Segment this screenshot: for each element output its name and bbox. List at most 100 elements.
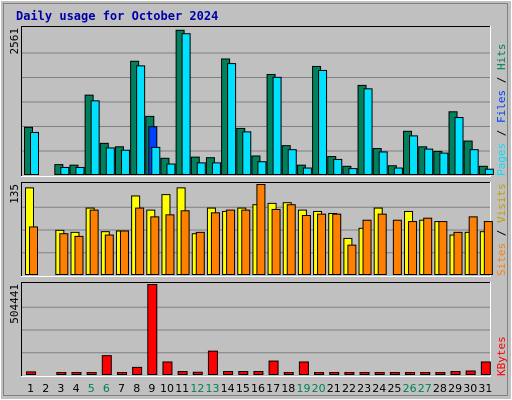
bar-pages-day-6 <box>105 147 115 175</box>
bar-pages-day-14 <box>227 63 237 175</box>
bar-kbytes-day-1 <box>26 371 36 376</box>
x-tick-day-17: 17 <box>266 382 280 395</box>
bar-pages-day-19 <box>302 167 312 175</box>
bar-sites-day-7 <box>119 230 129 275</box>
x-tick-day-20: 20 <box>312 382 326 395</box>
x-tick-day-30: 30 <box>463 382 477 395</box>
x-tick-day-9: 9 <box>148 382 155 395</box>
x-tick-day-5: 5 <box>88 382 95 395</box>
bar-pages-day-18 <box>287 149 297 175</box>
bar-sites-day-25 <box>392 219 402 275</box>
legend-text: Pages / Files / Hits <box>495 44 508 177</box>
bar-pages-day-28 <box>439 152 449 175</box>
bar-pages-day-30 <box>469 149 479 175</box>
bar-pages-day-5 <box>90 100 100 175</box>
bar-pages-day-24 <box>378 151 388 175</box>
bar-sites-day-10 <box>165 214 175 275</box>
bar-pages-day-16 <box>257 161 267 176</box>
bar-sites-day-4 <box>74 235 84 275</box>
x-tick-day-1: 1 <box>27 382 34 395</box>
bar-kbytes-day-25 <box>389 372 400 375</box>
bar-kbytes-day-5 <box>86 372 97 375</box>
legend-kbytes: KBytes <box>495 336 508 376</box>
legend-pages-files-hits: Pages / Files / Hits <box>495 44 508 177</box>
bar-pages-day-31 <box>484 168 494 176</box>
bar-kbytes-day-3 <box>56 372 67 375</box>
legend-kbytes: KBytes <box>495 336 508 376</box>
bar-sites-day-12 <box>195 231 205 275</box>
x-tick-day-25: 25 <box>387 382 401 395</box>
bar-pages-day-17 <box>272 76 282 175</box>
x-tick-day-31: 31 <box>478 382 492 395</box>
bar-pages-day-21 <box>333 158 343 175</box>
bars-visits-sites <box>25 184 493 276</box>
x-tick-day-7: 7 <box>118 382 125 395</box>
bar-sites-day-22 <box>347 244 357 276</box>
x-tick-day-27: 27 <box>418 382 432 395</box>
x-tick-day-16: 16 <box>251 382 265 395</box>
bar-kbytes-day-13 <box>207 350 218 375</box>
legend-text: KBytes <box>495 336 508 376</box>
bar-kbytes-day-22 <box>344 372 355 375</box>
x-tick-day-22: 22 <box>342 382 356 395</box>
bar-kbytes-day-21 <box>329 372 340 375</box>
bar-kbytes-day-31 <box>480 361 491 376</box>
legend-sep: / <box>495 70 508 90</box>
bar-kbytes-day-26 <box>405 372 416 375</box>
bar-sites-day-21 <box>332 213 342 275</box>
bar-pages-day-29 <box>454 117 464 175</box>
bar-kbytes-day-28 <box>435 372 446 375</box>
legend-sep: / <box>495 223 508 243</box>
bar-kbytes-day-23 <box>359 372 370 375</box>
bar-pages-day-25 <box>393 167 403 175</box>
bar-sites-day-30 <box>468 216 478 276</box>
bar-pages-day-20 <box>318 69 328 175</box>
bar-kbytes-day-8 <box>132 366 143 376</box>
x-tick-day-21: 21 <box>327 382 341 395</box>
x-tick-day-4: 4 <box>73 382 80 395</box>
x-tick-day-28: 28 <box>433 382 447 395</box>
bar-pages-day-7 <box>120 149 130 176</box>
bar-kbytes-day-9 <box>147 284 158 375</box>
bar-pages-day-1 <box>30 131 39 175</box>
bar-sites-day-11 <box>180 210 190 276</box>
legend-pages: Pages <box>495 143 508 176</box>
x-tick-day-15: 15 <box>236 382 250 395</box>
y-max-label: 504441 <box>8 284 21 324</box>
bar-pages-day-22 <box>348 168 358 175</box>
bar-kbytes-day-11 <box>177 371 188 375</box>
bar-sites-day-24 <box>377 213 387 275</box>
x-tick-day-10: 10 <box>160 382 174 395</box>
bar-kbytes-day-29 <box>450 371 461 375</box>
x-tick-day-24: 24 <box>372 382 386 395</box>
panel-visits-sites: 135 <box>8 182 493 277</box>
bar-sites-day-20 <box>317 213 327 275</box>
legend-text: Sites / Visits <box>495 183 508 276</box>
x-tick-day-2: 2 <box>42 382 49 395</box>
bar-kbytes-day-12 <box>192 371 203 375</box>
x-tick-day-14: 14 <box>221 382 235 395</box>
x-tick-day-8: 8 <box>133 382 140 395</box>
bar-pages-day-13 <box>211 162 221 175</box>
x-tick-day-26: 26 <box>403 382 417 395</box>
bar-sites-day-19 <box>301 215 311 275</box>
bar-pages-day-8 <box>136 65 146 175</box>
bars-hits-files-pages <box>24 29 494 176</box>
bar-sites-day-16 <box>256 184 266 275</box>
bar-sites-day-23 <box>362 219 372 275</box>
chart-title: Daily usage for October 2024 <box>16 9 218 23</box>
bar-sites-day-15 <box>241 209 251 276</box>
legend-visits: Visits <box>495 183 508 223</box>
bar-kbytes-day-14 <box>223 371 234 375</box>
bar-kbytes-day-6 <box>101 355 112 375</box>
bar-sites-day-28 <box>438 221 448 276</box>
bar-pages-day-10 <box>166 163 176 176</box>
x-tick-day-6: 6 <box>103 382 110 395</box>
bar-sites-day-29 <box>453 231 463 275</box>
legend-hits: Hits <box>495 44 508 71</box>
bar-kbytes-day-20 <box>314 372 325 375</box>
x-tick-day-11: 11 <box>175 382 189 395</box>
x-tick-day-3: 3 <box>57 382 64 395</box>
x-tick-day-19: 19 <box>296 382 310 395</box>
